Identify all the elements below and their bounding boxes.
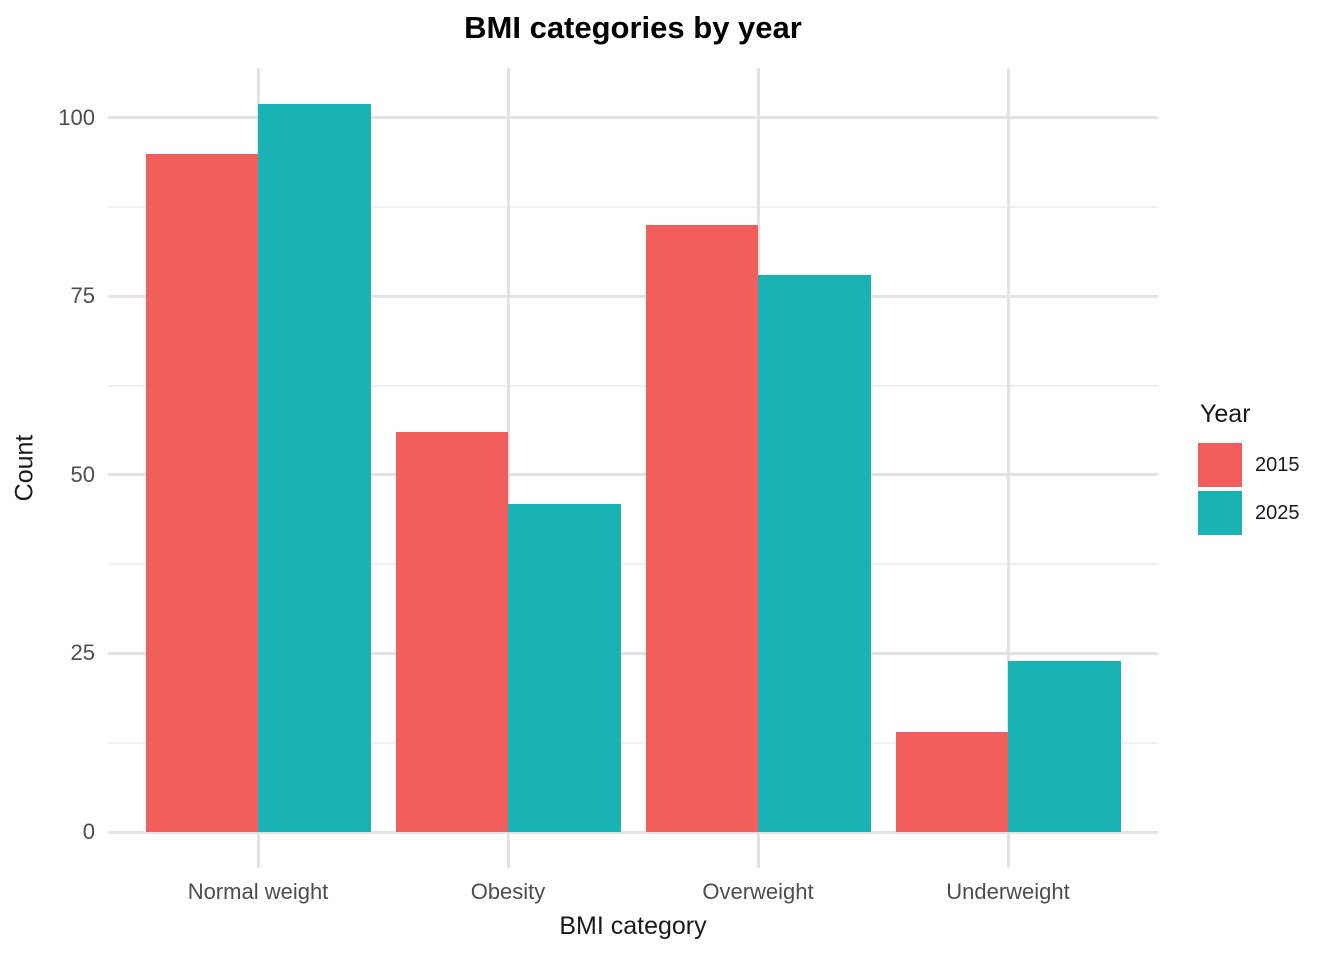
y-gridline-major bbox=[108, 651, 1158, 655]
x-gridline-major-obesity bbox=[506, 68, 510, 868]
plot-panel bbox=[108, 68, 1158, 868]
legend-swatch-2025 bbox=[1198, 491, 1242, 535]
y-gridline-minor bbox=[108, 741, 1158, 744]
y-gridline-minor bbox=[108, 206, 1158, 209]
y-tick-label-50: 50 bbox=[70, 461, 95, 487]
legend-entries: 2015 2025 bbox=[1198, 443, 1300, 535]
bar-2025-overweight bbox=[758, 275, 871, 832]
y-gridline-major bbox=[108, 116, 1158, 120]
x-tick-label-obesity: Obesity bbox=[470, 879, 546, 904]
legend: Year 2015 2025 bbox=[1198, 400, 1300, 539]
bar-2015-underweight bbox=[895, 732, 1008, 832]
legend-swatch-2015 bbox=[1198, 443, 1242, 487]
bar-2015-obesity bbox=[395, 432, 508, 832]
legend-label-2015: 2015 bbox=[1255, 453, 1300, 476]
y-gridline-major bbox=[108, 830, 1158, 834]
y-tick-label-0: 0 bbox=[82, 819, 95, 844]
legend-entry-2015: 2015 bbox=[1198, 443, 1300, 487]
bar-2015-overweight bbox=[645, 225, 758, 832]
legend-label-2025: 2025 bbox=[1255, 501, 1300, 524]
x-tick-label-normal-weight: Normal weight bbox=[187, 879, 329, 904]
y-tick-label-75: 75 bbox=[70, 283, 95, 309]
y-tick-label-100: 100 bbox=[58, 104, 95, 130]
legend-entry-2025: 2025 bbox=[1198, 491, 1300, 535]
y-tick-label-25: 25 bbox=[70, 640, 95, 666]
x-tick-label-overweight: Overweight bbox=[702, 879, 814, 904]
x-gridline-major-underweight bbox=[1006, 68, 1010, 868]
bar-2015-normal-weight bbox=[145, 153, 258, 832]
y-gridline-major bbox=[108, 473, 1158, 477]
y-gridline-minor bbox=[108, 384, 1158, 387]
bar-2025-obesity bbox=[508, 503, 621, 832]
x-axis-title: BMI category bbox=[559, 912, 707, 940]
x-tick-label-underweight: Underweight bbox=[946, 879, 1070, 904]
chart-title: BMI categories by year bbox=[464, 10, 802, 45]
legend-title: Year bbox=[1200, 400, 1251, 428]
bar-2025-underweight bbox=[1008, 660, 1121, 832]
y-gridline-minor bbox=[108, 563, 1158, 566]
bar-2025-normal-weight bbox=[258, 103, 371, 832]
y-gridline-major bbox=[108, 294, 1158, 298]
